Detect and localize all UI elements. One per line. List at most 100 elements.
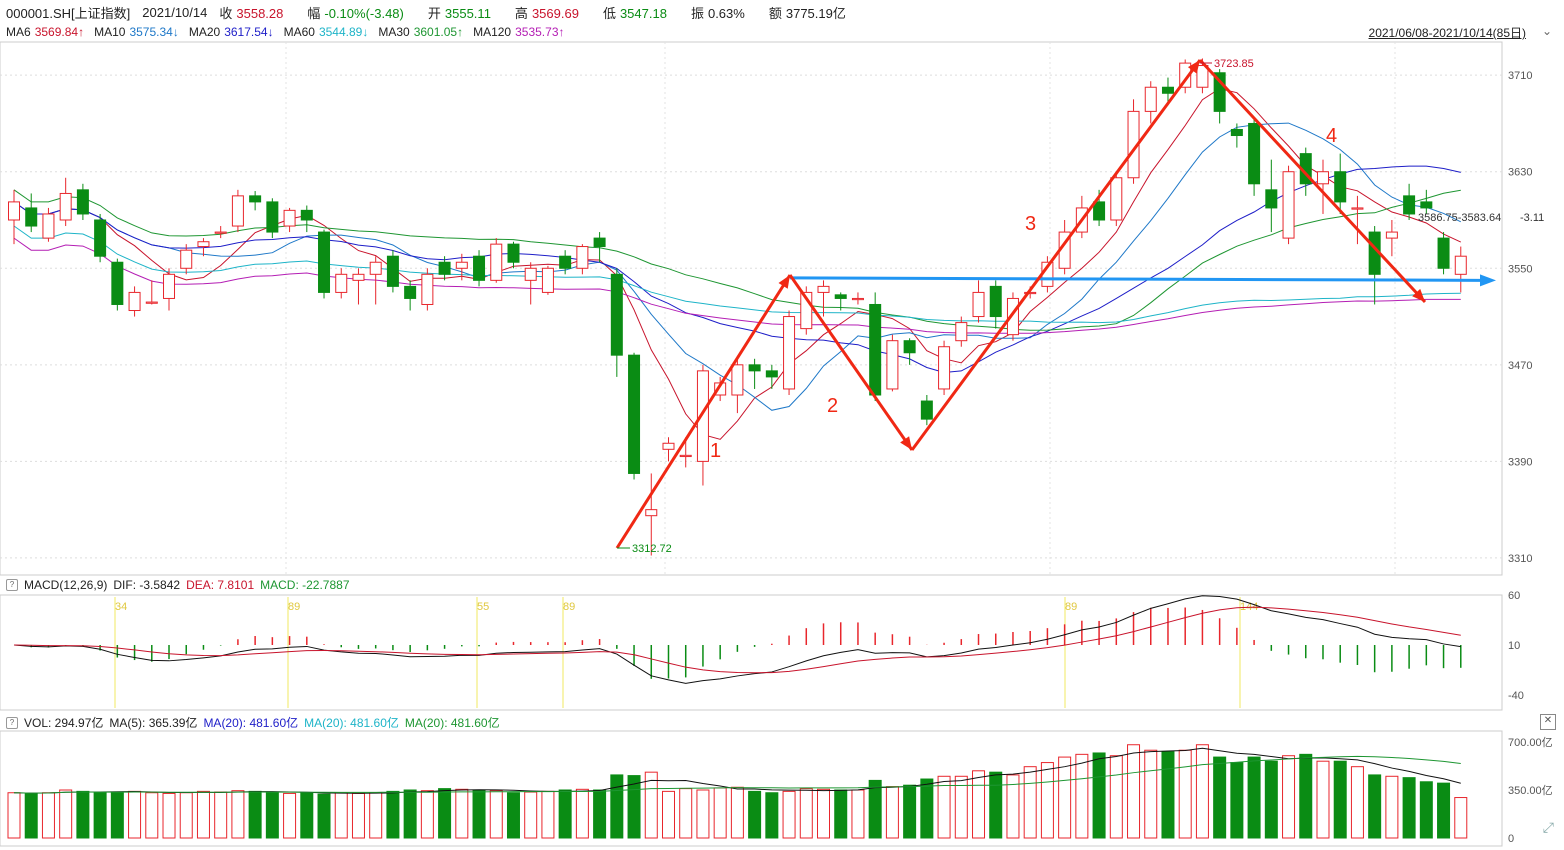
candle-body xyxy=(59,192,72,221)
candle-body xyxy=(576,246,589,269)
ma-line xyxy=(13,189,1461,331)
ma-line xyxy=(13,165,1461,374)
volume-bar xyxy=(610,774,624,839)
candle xyxy=(94,213,107,263)
volume-bar xyxy=(231,790,245,839)
volume-bar xyxy=(1419,781,1433,839)
candle xyxy=(748,358,761,389)
candle xyxy=(1454,246,1467,293)
candle xyxy=(696,364,709,486)
candle-body xyxy=(524,267,537,281)
volume-bar xyxy=(455,788,469,839)
ma-legend-item: MA120 3535.73↑ xyxy=(473,25,565,39)
volume-bar xyxy=(765,792,779,839)
stock-code: 000001.SH[上证指数] xyxy=(6,5,131,21)
candle xyxy=(541,265,554,295)
ma-line xyxy=(13,225,1461,324)
volume-bar xyxy=(1092,752,1106,839)
candle xyxy=(559,250,572,275)
candle-body xyxy=(628,354,641,474)
fib-marker-label: 34 xyxy=(115,601,127,613)
vol-axis-tick: 0 xyxy=(1508,833,1514,845)
candle-body xyxy=(1161,86,1174,94)
volume-bar xyxy=(1264,760,1278,839)
candle xyxy=(628,352,641,480)
candle xyxy=(1006,292,1019,341)
candle xyxy=(42,207,55,242)
vol-ma20-c: MA(20): 481.60亿 xyxy=(404,716,500,730)
candle xyxy=(1248,117,1261,196)
candle-body xyxy=(1316,171,1329,185)
candle xyxy=(1351,195,1364,245)
main-panel xyxy=(0,41,1503,576)
volume-bar xyxy=(713,787,727,839)
candle-body xyxy=(1334,171,1347,203)
volume-bar xyxy=(920,778,934,839)
date-range-link[interactable]: 2021/06/08-2021/10/14(85日) xyxy=(1368,26,1526,40)
wave-label: 4 xyxy=(1326,125,1337,147)
candle xyxy=(938,340,951,395)
zoom-icon[interactable]: ✕ xyxy=(1540,714,1556,730)
support-line xyxy=(789,276,1481,282)
candle xyxy=(438,256,451,281)
arrowhead-icon xyxy=(778,275,790,289)
amount: 额 3775.19亿 xyxy=(768,5,846,21)
candle xyxy=(576,244,589,275)
volume-bar xyxy=(679,788,693,839)
volume-bar xyxy=(24,792,38,839)
volume-bar xyxy=(1144,749,1158,839)
candle-body xyxy=(1093,201,1106,221)
vol-axis-tick: 350.00亿 xyxy=(1508,784,1553,797)
candle-body xyxy=(94,219,107,257)
volume-bar xyxy=(41,792,55,839)
candle-body xyxy=(1282,171,1295,239)
volume-bar xyxy=(1316,760,1330,839)
candle-body xyxy=(1248,122,1261,185)
candle xyxy=(1213,69,1226,124)
volume-bar xyxy=(748,790,762,839)
volume-bar xyxy=(76,790,90,839)
dif-line xyxy=(13,595,1461,684)
chevron-down-icon[interactable]: ⌄ xyxy=(1541,24,1553,38)
volume-bar xyxy=(334,792,348,839)
help-icon[interactable]: ? xyxy=(6,579,18,591)
vol-ma20-b: MA(20): 481.60亿 xyxy=(304,716,399,730)
help-icon[interactable]: ? xyxy=(6,716,18,729)
fib-marker-label: 89 xyxy=(1065,601,1077,613)
range-diff-label: -3.11 xyxy=(1520,212,1544,224)
arrowhead-icon xyxy=(1412,288,1425,302)
candle xyxy=(800,286,813,335)
candle-body xyxy=(696,370,709,462)
candle xyxy=(1316,159,1329,214)
volume-bar xyxy=(506,792,520,839)
candle-body xyxy=(679,454,692,458)
volume-bar xyxy=(1040,762,1054,839)
candle-body xyxy=(180,249,193,269)
volume-bar xyxy=(730,786,744,839)
candle xyxy=(1282,165,1295,245)
ma-legend-item: MA6 3569.84↑ xyxy=(6,25,85,39)
vol-ma20-line xyxy=(13,755,1461,794)
volume-bar xyxy=(59,789,73,839)
candle xyxy=(989,280,1002,329)
candle xyxy=(1230,123,1243,148)
candle xyxy=(972,280,985,323)
vol-axis-tick: 700.00亿 xyxy=(1508,736,1553,749)
high-price: 高 3569.69 xyxy=(514,5,579,21)
volume-bar xyxy=(1247,756,1261,839)
candle-body xyxy=(1351,207,1364,210)
macd-axis-tick: 60 xyxy=(1508,590,1520,602)
volume-bar xyxy=(1195,744,1209,839)
vol-legend: ? VOL: 294.97亿 MA(5): 365.39亿 MA(20): 48… xyxy=(6,714,506,731)
candle-body xyxy=(1144,86,1157,112)
candle-body xyxy=(610,273,623,356)
expand-icon[interactable]: ⤢ xyxy=(1542,819,1554,835)
high-mark-label: 3723.85 xyxy=(1214,58,1254,70)
volume-bar xyxy=(1350,766,1364,839)
volume-bar xyxy=(834,789,848,839)
volume-bar xyxy=(369,792,383,839)
volume-bar xyxy=(7,792,21,839)
candle xyxy=(524,262,537,305)
candle xyxy=(197,238,210,257)
